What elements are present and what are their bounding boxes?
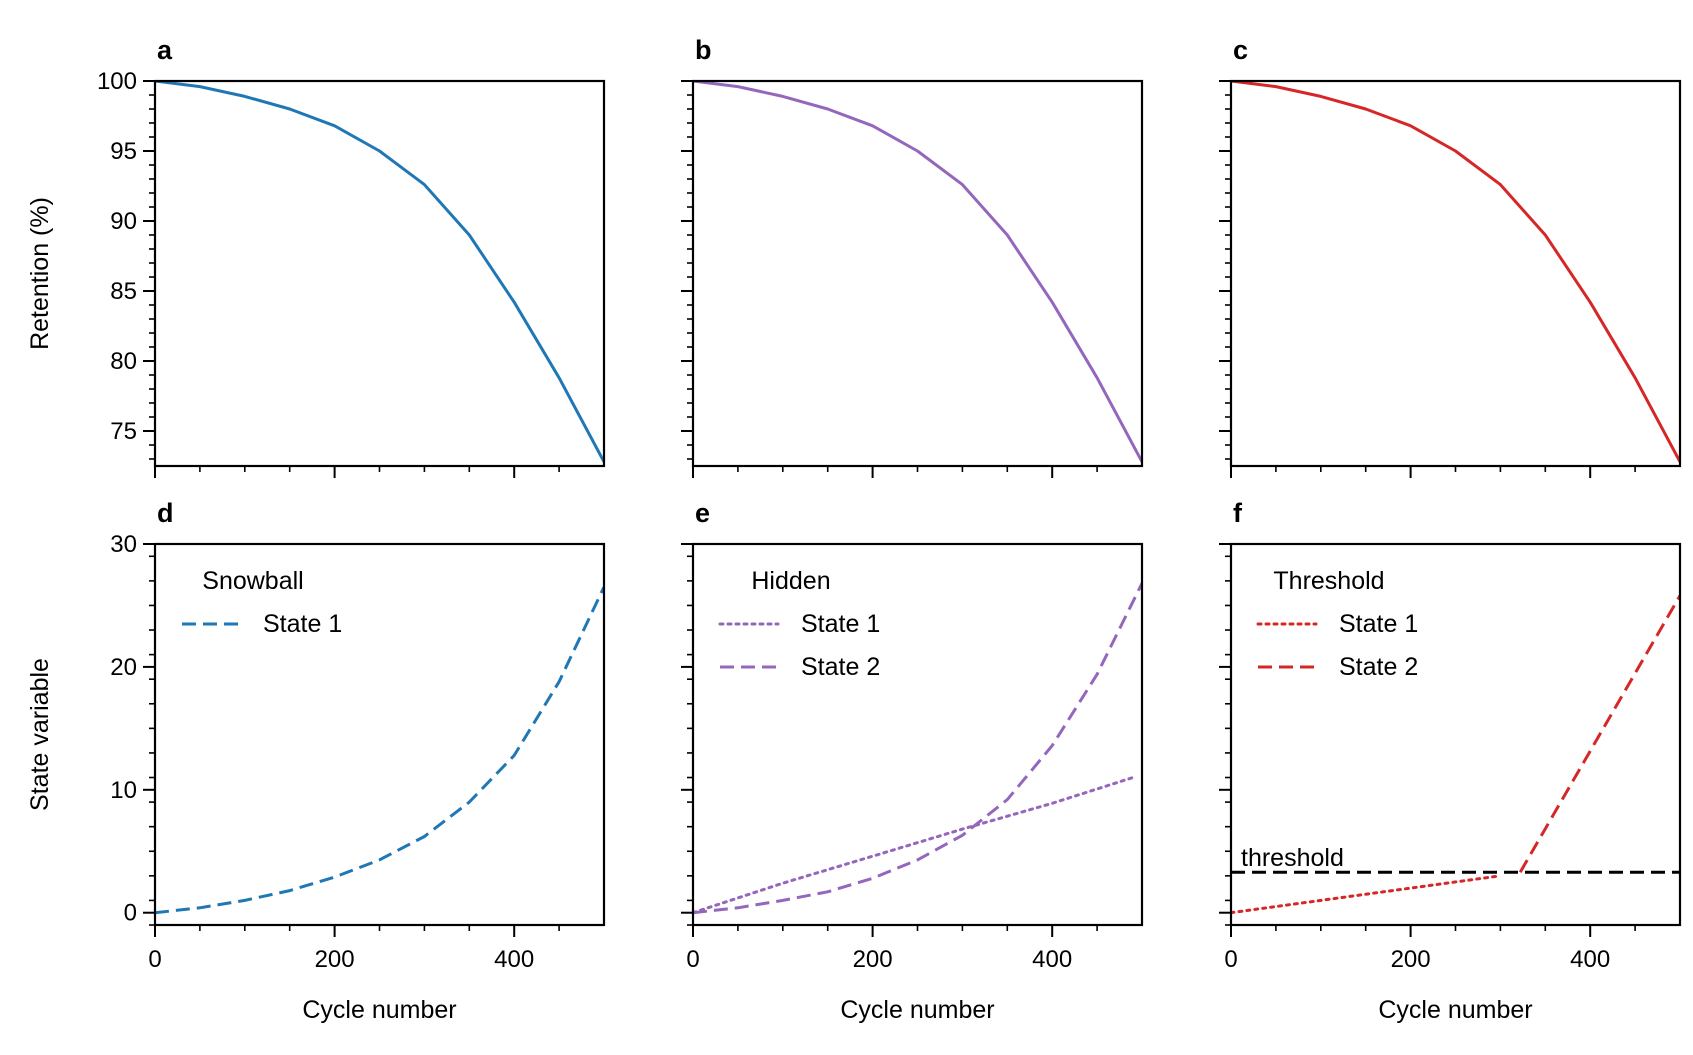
legend-title: Hidden xyxy=(751,567,830,595)
x-tick-label: 400 xyxy=(1570,946,1610,973)
series-line-state-2 xyxy=(693,582,1142,915)
x-tick-label: 400 xyxy=(1032,946,1072,973)
legend-title: Threshold xyxy=(1273,567,1384,595)
y-tick-label: 0 xyxy=(124,900,137,927)
y-tick-label: 20 xyxy=(110,654,137,681)
panel-letter: a xyxy=(157,35,173,65)
plot-frame xyxy=(153,542,606,927)
panel-letter: d xyxy=(157,498,174,528)
panel-letter: e xyxy=(695,498,710,528)
legend-label: State 2 xyxy=(1339,653,1418,681)
series-line-state-1 xyxy=(1231,874,1502,915)
y-tick-label: 10 xyxy=(110,777,137,804)
y-tick-label: 75 xyxy=(110,418,137,445)
series-line-state-1 xyxy=(155,586,604,915)
plot-frame xyxy=(691,79,1144,468)
series-line-retention xyxy=(155,81,604,463)
x-tick-label: 0 xyxy=(148,946,161,973)
y-tick-label: 95 xyxy=(110,138,137,165)
x-tick-label: 200 xyxy=(1391,946,1431,973)
y-axis-label: Retention (%) xyxy=(26,197,54,350)
x-tick-label: 0 xyxy=(686,946,699,973)
y-tick-label: 90 xyxy=(110,208,137,235)
panel-letter: c xyxy=(1233,35,1248,65)
panel-d: d 0 200 400 0 10 20 30 Cycle number State variabl… xyxy=(26,498,606,1024)
legend-label: State 1 xyxy=(1339,610,1418,638)
panel-f: f 0 200 400 Cycle number threshold Threshold St… xyxy=(1219,498,1682,1024)
series-line-retention xyxy=(693,81,1142,463)
panel-e: e 0 200 400 Cycle number Hidden State 1 State 2 xyxy=(681,498,1144,1024)
series-line-state-1 xyxy=(693,776,1135,915)
y-tick-label: 80 xyxy=(110,348,137,375)
plot-frame xyxy=(691,542,1144,927)
threshold-annotation: threshold xyxy=(1241,844,1344,872)
plot-frame xyxy=(1229,79,1682,468)
x-axis-label: Cycle number xyxy=(840,996,994,1024)
y-tick-label: 100 xyxy=(97,68,137,95)
plot-frame xyxy=(153,79,606,468)
legend-label: State 1 xyxy=(801,610,880,638)
legend-title: Snowball xyxy=(202,567,303,595)
y-axis-label: State variable xyxy=(26,658,54,811)
legend-label: State 1 xyxy=(263,610,342,638)
panel-letter: f xyxy=(1233,498,1243,528)
legend-label: State 2 xyxy=(801,653,880,681)
plot-frame xyxy=(1229,542,1682,927)
x-axis-label: Cycle number xyxy=(1378,996,1532,1024)
panel-letter: b xyxy=(695,35,712,65)
x-tick-label: 200 xyxy=(853,946,893,973)
y-tick-label: 85 xyxy=(110,278,137,305)
panel-a: a 75 80 85 90 95 100 Retention (%) xyxy=(26,35,606,478)
series-line-state-2 xyxy=(1518,594,1680,873)
series-line-retention xyxy=(1231,81,1680,463)
x-axis-label: Cycle number xyxy=(302,996,456,1024)
y-tick-label: 30 xyxy=(110,531,137,558)
x-tick-label: 400 xyxy=(494,946,534,973)
panel-c: c xyxy=(1219,35,1682,478)
x-tick-label: 0 xyxy=(1224,946,1237,973)
panel-b: b xyxy=(681,35,1144,478)
x-tick-label: 200 xyxy=(315,946,355,973)
